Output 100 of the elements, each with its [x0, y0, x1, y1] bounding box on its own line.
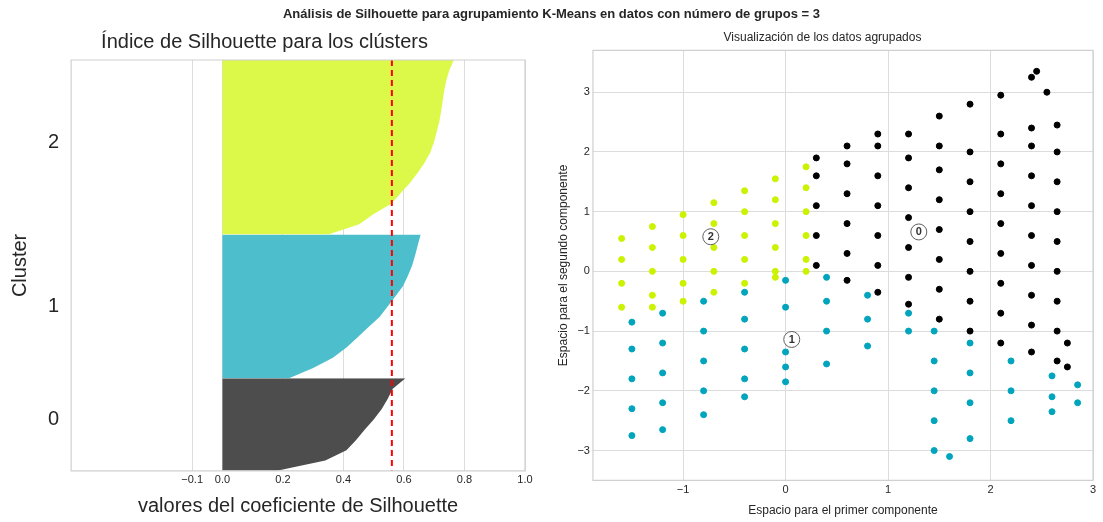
point	[802, 208, 810, 216]
point	[648, 243, 656, 251]
point	[771, 267, 779, 275]
point	[1048, 393, 1056, 401]
point	[966, 435, 974, 443]
point	[802, 163, 810, 171]
point	[864, 315, 872, 323]
point	[679, 279, 687, 287]
y-tick-label: −3	[577, 443, 590, 456]
point	[1048, 408, 1056, 416]
point	[1074, 399, 1082, 407]
point	[628, 405, 636, 413]
point	[700, 297, 708, 305]
point	[618, 303, 626, 311]
point	[741, 208, 749, 216]
text: Análisis de Silhouette para agrupamiento K-Means en datos con número de grupos = 3	[281, 6, 822, 21]
y-tick-label: 0	[48, 406, 60, 429]
point	[1074, 381, 1082, 389]
chart-title: Visualización de los datos agrupados	[723, 29, 922, 44]
point	[782, 303, 790, 311]
y-axis-title: Cluster	[7, 233, 30, 298]
point	[741, 345, 749, 353]
point	[823, 327, 831, 335]
y-tick-label: 2	[48, 129, 60, 152]
point	[905, 327, 913, 335]
point	[946, 453, 954, 461]
point	[782, 363, 790, 371]
point	[930, 327, 938, 335]
x-axis-title: Espacio para el primer componente	[748, 503, 939, 518]
x-tick-label: 0.4	[335, 473, 352, 486]
point	[679, 297, 687, 305]
point	[710, 288, 718, 296]
point	[930, 357, 938, 365]
point	[1007, 387, 1015, 395]
point	[741, 375, 749, 383]
point	[648, 223, 656, 231]
y-tick-label: 2	[583, 144, 590, 157]
point	[710, 199, 718, 207]
x-tick-label: 0.2	[275, 473, 291, 486]
point	[930, 417, 938, 425]
point	[618, 279, 626, 287]
y-tick-label: 1	[583, 204, 590, 217]
point	[679, 232, 687, 240]
point	[802, 184, 810, 192]
x-tick-label: 0.0	[214, 473, 231, 486]
point	[966, 369, 974, 377]
point	[771, 220, 779, 228]
point	[1007, 417, 1015, 425]
point	[710, 243, 718, 251]
point	[782, 348, 790, 356]
point	[741, 315, 749, 323]
x-axis-title: valores del coeficiente de Silhouette	[137, 493, 459, 516]
point	[700, 387, 708, 395]
point	[659, 339, 667, 347]
point	[771, 273, 779, 281]
point	[648, 303, 656, 311]
x-tick-label: −1	[676, 483, 690, 496]
point	[659, 426, 667, 434]
point	[741, 393, 749, 401]
point	[741, 288, 749, 296]
point	[700, 327, 708, 335]
point	[741, 255, 749, 263]
point	[628, 345, 636, 353]
point	[659, 369, 667, 377]
point	[679, 211, 687, 219]
point	[966, 399, 974, 407]
point	[864, 291, 872, 299]
point	[823, 273, 831, 281]
point	[700, 357, 708, 365]
point	[1007, 357, 1015, 365]
point	[710, 267, 718, 275]
y-axis-title: Espacio para el segundo componente	[555, 164, 570, 367]
point	[782, 378, 790, 386]
point	[648, 267, 656, 275]
x-tick-label: 2	[987, 483, 994, 496]
point	[618, 255, 626, 263]
point	[771, 196, 779, 204]
point	[802, 255, 810, 263]
annotation: 1	[788, 332, 795, 345]
point	[618, 235, 626, 243]
point	[648, 291, 656, 299]
x-tick-label: −0.1	[181, 473, 204, 486]
point	[659, 399, 667, 407]
annotation: 2	[707, 230, 714, 243]
x-tick-label: 0.6	[396, 473, 412, 486]
point	[659, 309, 667, 317]
point	[710, 220, 718, 228]
point	[864, 342, 872, 350]
point	[823, 297, 831, 305]
point	[1048, 372, 1056, 380]
point	[823, 360, 831, 368]
chart-title: Índice de Silhouette para los clústers	[101, 29, 428, 52]
annotation: 0	[915, 225, 922, 238]
y-tick-label: −1	[577, 324, 590, 337]
point	[771, 243, 779, 251]
y-tick-label: 1	[48, 294, 60, 316]
point	[679, 255, 687, 263]
point	[802, 232, 810, 240]
point	[966, 339, 974, 347]
point	[741, 232, 749, 240]
